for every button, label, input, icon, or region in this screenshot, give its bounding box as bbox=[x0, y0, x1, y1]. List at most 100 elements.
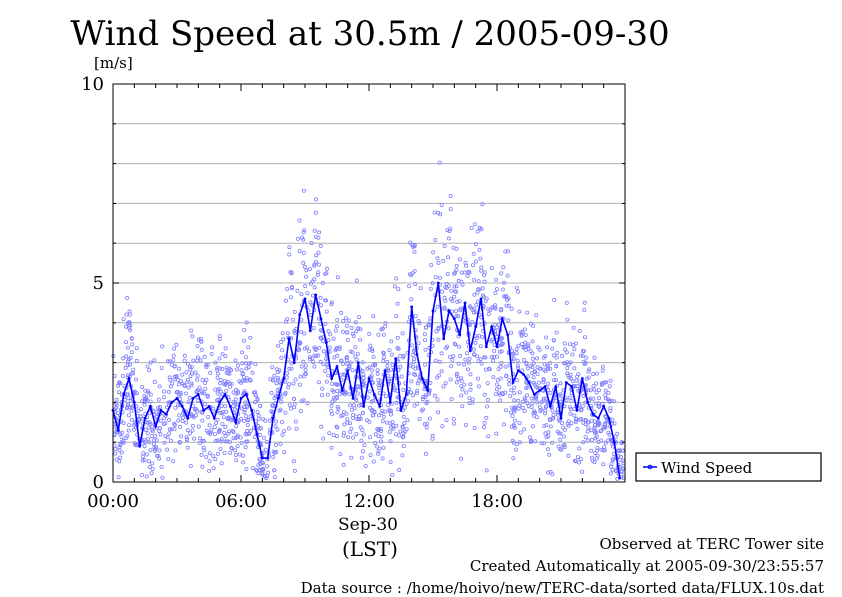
scatter-point bbox=[452, 341, 457, 346]
series-point bbox=[372, 393, 376, 396]
scatter-point bbox=[432, 393, 437, 398]
scatter-point bbox=[524, 347, 529, 352]
scatter-point bbox=[537, 405, 542, 410]
series-point bbox=[260, 456, 264, 460]
scatter-point bbox=[350, 435, 355, 440]
scatter-point bbox=[311, 326, 316, 331]
scatter-point bbox=[486, 312, 491, 317]
scatter-point bbox=[446, 255, 451, 260]
scatter-point bbox=[552, 378, 557, 383]
scatter-point bbox=[443, 298, 448, 303]
scatter-point bbox=[396, 407, 401, 412]
scatter-point bbox=[194, 408, 199, 413]
scatter-point bbox=[152, 438, 157, 443]
scatter-point bbox=[113, 447, 118, 452]
series-point bbox=[202, 409, 206, 412]
scatter-point bbox=[302, 264, 307, 269]
scatter-point bbox=[165, 447, 170, 452]
scatter-point bbox=[381, 355, 386, 360]
scatter-point bbox=[197, 440, 202, 445]
scatter-point bbox=[441, 384, 446, 389]
scatter-point bbox=[456, 314, 461, 319]
scatter-point bbox=[316, 380, 321, 385]
scatter-point bbox=[289, 270, 294, 275]
scatter-point bbox=[297, 340, 302, 345]
scatter-point bbox=[244, 439, 249, 444]
scatter-point bbox=[368, 453, 373, 458]
scatter-point bbox=[542, 362, 547, 367]
scatter-point bbox=[454, 380, 459, 385]
series-point bbox=[474, 325, 478, 329]
scatter-point bbox=[457, 257, 462, 262]
scatter-point bbox=[479, 361, 484, 366]
scatter-point bbox=[499, 306, 504, 311]
scatter-point bbox=[197, 385, 202, 390]
scatter-point bbox=[484, 468, 489, 473]
scatter-point bbox=[119, 440, 124, 445]
series-point bbox=[330, 377, 334, 380]
scatter-point bbox=[493, 303, 498, 308]
scatter-point bbox=[176, 413, 181, 418]
scatter-point bbox=[554, 364, 559, 369]
scatter-point bbox=[291, 381, 296, 386]
scatter-point bbox=[145, 364, 150, 369]
scatter-point bbox=[483, 367, 488, 372]
scatter-point bbox=[200, 391, 205, 396]
scatter-point bbox=[589, 437, 594, 442]
scatter-point bbox=[256, 463, 261, 468]
scatter-point bbox=[314, 253, 319, 258]
series-point bbox=[479, 297, 483, 301]
scatter-point bbox=[405, 418, 410, 423]
scatter-point bbox=[166, 389, 171, 394]
scatter-point bbox=[332, 355, 337, 360]
scatter-point bbox=[581, 440, 586, 445]
scatter-point bbox=[492, 322, 497, 327]
scatter-point bbox=[217, 356, 222, 361]
scatter-point bbox=[410, 393, 415, 398]
scatter-point bbox=[463, 357, 468, 362]
scatter-point bbox=[173, 405, 178, 410]
scatter-point bbox=[321, 436, 326, 441]
scatter-point bbox=[250, 370, 255, 375]
scatter-point bbox=[324, 356, 329, 361]
scatter-point bbox=[591, 396, 596, 401]
scatter-point bbox=[558, 437, 563, 442]
scatter-point bbox=[577, 446, 582, 451]
scatter-point bbox=[355, 385, 360, 390]
scatter-point bbox=[446, 283, 451, 288]
series-point bbox=[580, 377, 584, 380]
scatter-point bbox=[546, 430, 551, 435]
scatter-point bbox=[150, 461, 155, 466]
series-point bbox=[346, 369, 350, 372]
scatter-point bbox=[583, 434, 588, 439]
scatter-point bbox=[126, 395, 131, 400]
scatter-point bbox=[379, 410, 384, 415]
scatter-point bbox=[575, 455, 580, 460]
series-point bbox=[143, 416, 147, 420]
scatter-point bbox=[301, 188, 306, 193]
scatter-point bbox=[351, 416, 356, 421]
scatter-point bbox=[418, 286, 423, 291]
scatter-point bbox=[116, 390, 121, 395]
scatter-point bbox=[263, 447, 268, 452]
scatter-point bbox=[546, 470, 551, 475]
scatter-point bbox=[334, 346, 339, 351]
series-point bbox=[362, 405, 366, 408]
scatter-point bbox=[216, 429, 221, 434]
scatter-point bbox=[307, 266, 312, 271]
scatter-point bbox=[407, 284, 412, 289]
scatter-point bbox=[243, 400, 248, 405]
series-point bbox=[186, 416, 190, 420]
scatter-point bbox=[341, 430, 346, 435]
series-point bbox=[148, 405, 152, 408]
scatter-point bbox=[420, 397, 425, 402]
scatter-point bbox=[571, 325, 576, 330]
scatter-point bbox=[129, 408, 134, 413]
series-point bbox=[223, 393, 227, 396]
scatter-point bbox=[548, 424, 553, 429]
series-point bbox=[127, 377, 131, 380]
scatter-point bbox=[567, 395, 572, 400]
scatter-point bbox=[231, 436, 236, 441]
scatter-point bbox=[263, 418, 268, 423]
scatter-point bbox=[205, 393, 210, 398]
